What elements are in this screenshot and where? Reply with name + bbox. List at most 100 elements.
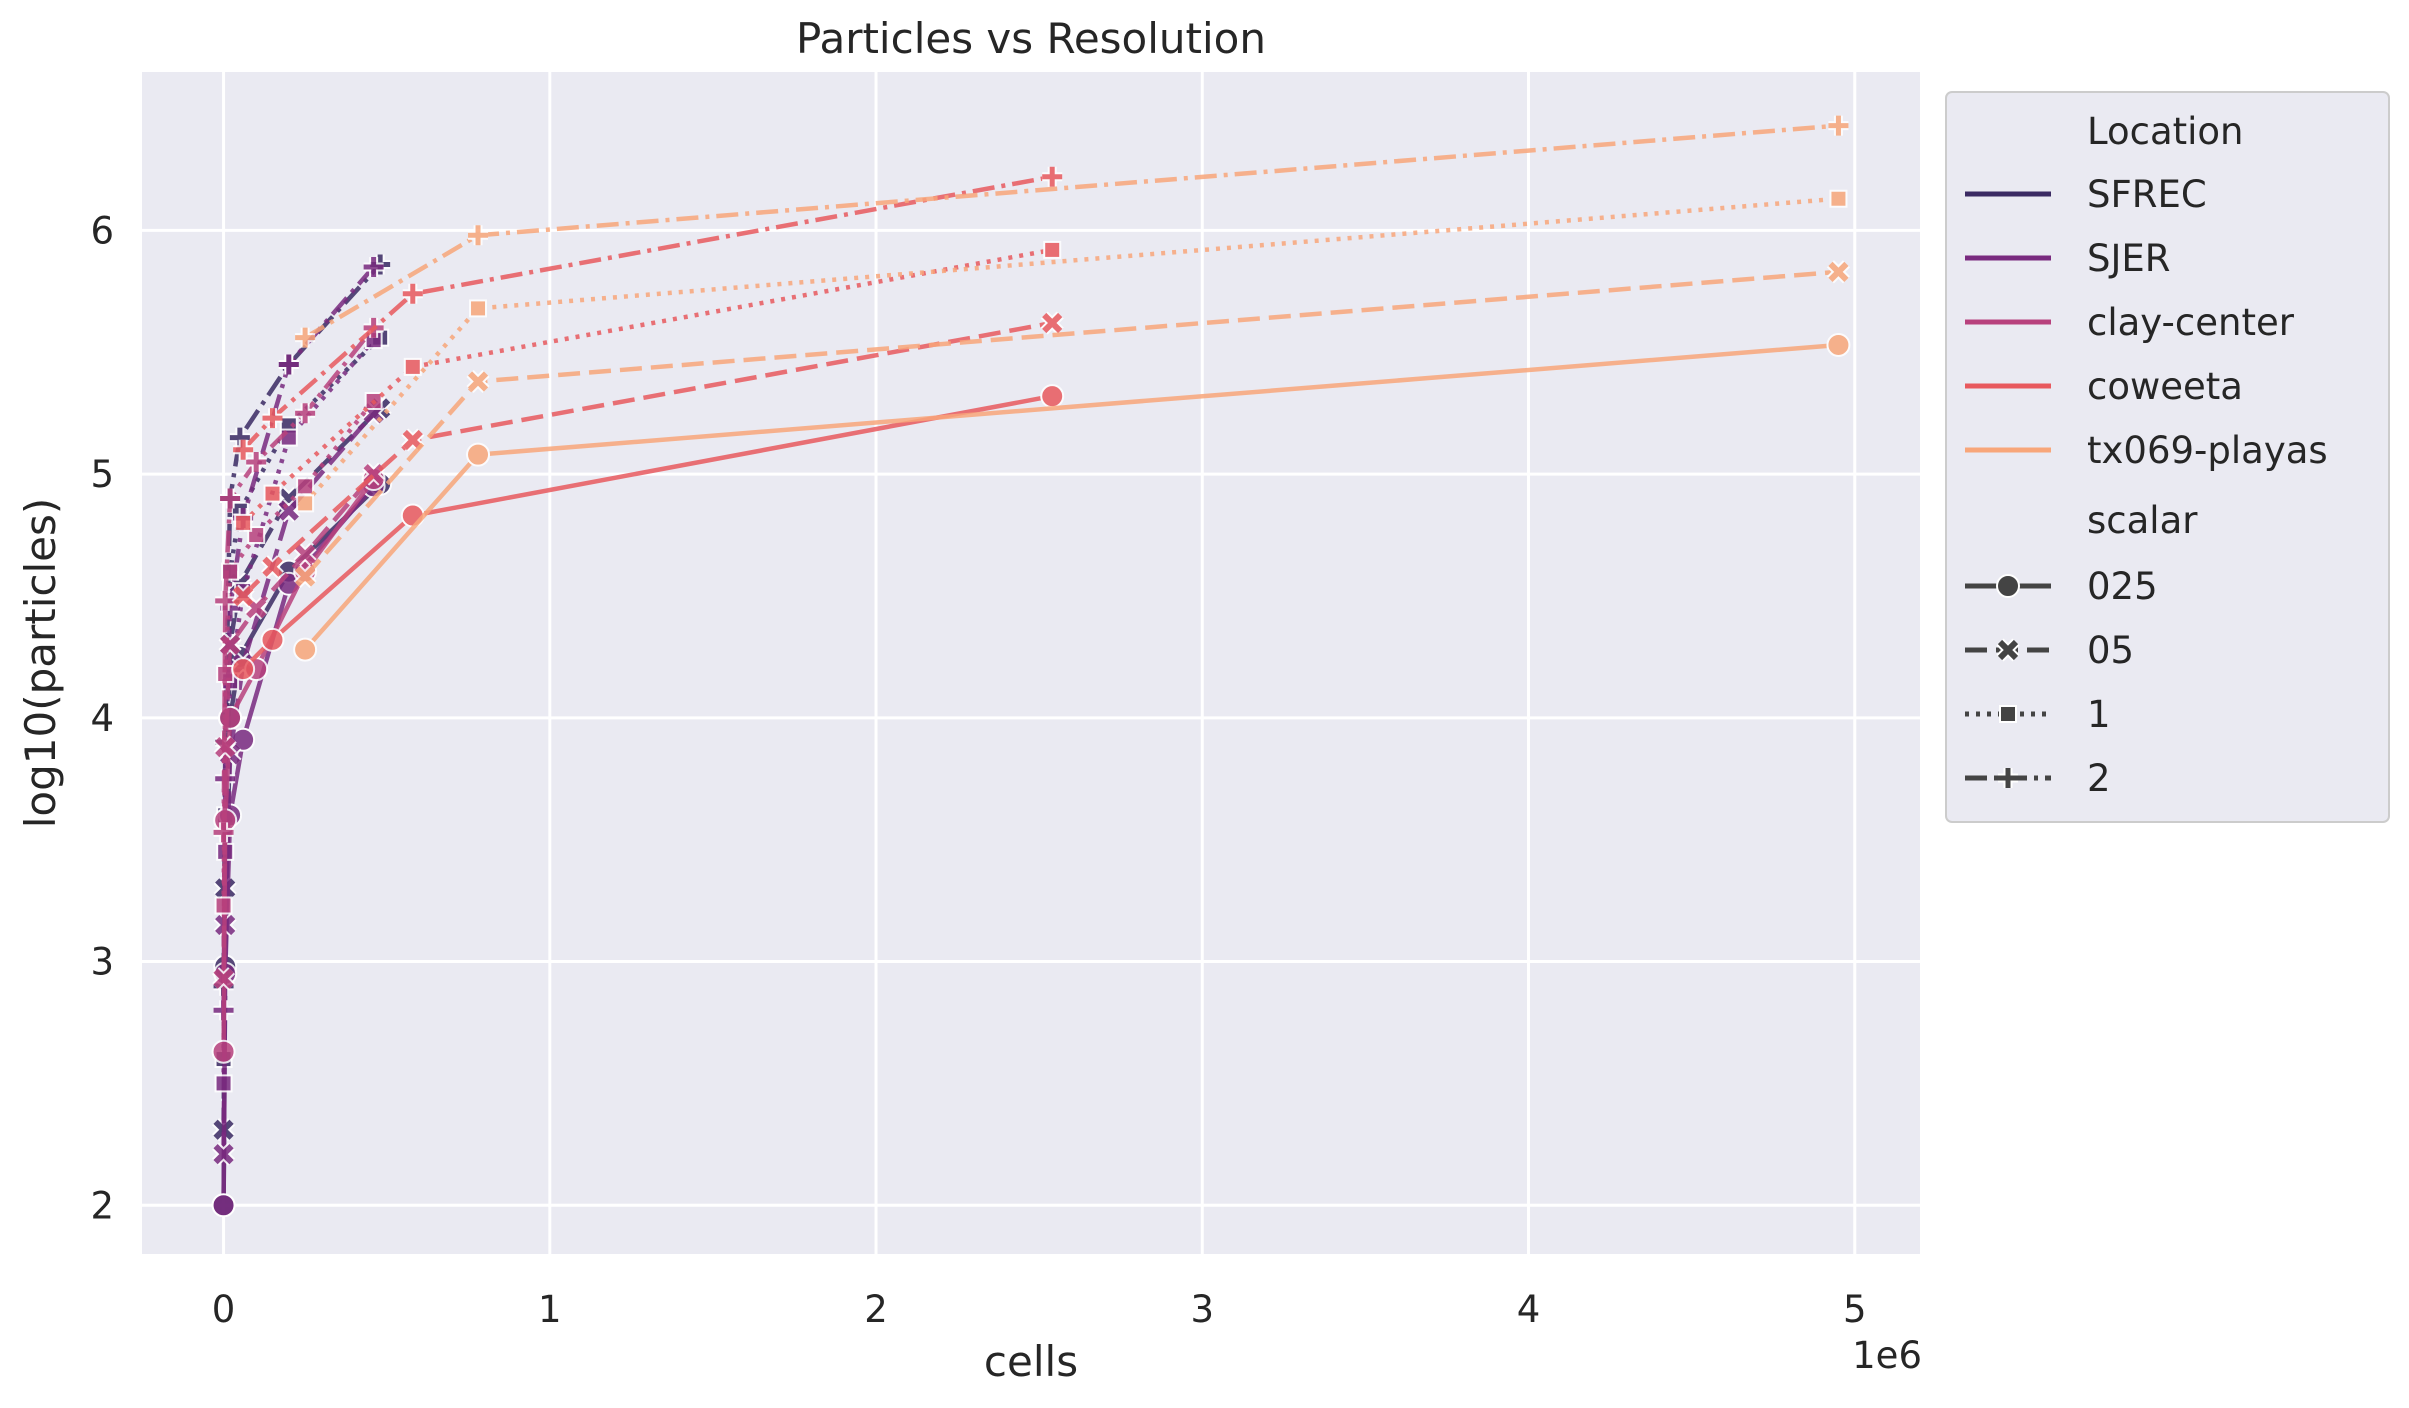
data-point xyxy=(1826,332,1851,357)
data-point xyxy=(293,637,318,662)
data-point xyxy=(220,488,241,509)
legend-entry-SJER: SJER xyxy=(1965,237,2171,280)
data-point xyxy=(1040,384,1065,409)
legend-scalar-entries: 025 05 1 2 xyxy=(1965,565,2158,800)
data-point xyxy=(293,543,317,567)
legend-location-entries: SFREC SJER clay-center coweeta tx069-playas xyxy=(1965,173,2328,472)
legend-label: coweeta xyxy=(2087,365,2243,408)
legend-entry-scalar-1: 1 xyxy=(1965,693,2111,736)
plot-background xyxy=(142,72,1920,1254)
data-point xyxy=(211,1193,236,1218)
x-tick-label: 5 xyxy=(1843,1288,1867,1331)
legend-entry-SFREC: SFREC xyxy=(1965,173,2207,216)
legend-label: SFREC xyxy=(2087,173,2207,216)
legend-box xyxy=(1945,91,2390,823)
data-point xyxy=(262,408,283,429)
data-point xyxy=(402,283,423,304)
data-point xyxy=(293,564,317,589)
data-point xyxy=(260,555,285,579)
x-axis-label: cells xyxy=(984,1337,1078,1386)
data-point xyxy=(469,299,488,318)
x-offset-label: 1e6 xyxy=(1852,1334,1922,1377)
series-line xyxy=(221,326,376,833)
y-tick-label: 6 xyxy=(90,209,114,252)
data-point xyxy=(278,354,299,375)
legend-label: 1 xyxy=(2087,693,2111,736)
data-point xyxy=(214,896,233,915)
legend-label: 05 xyxy=(2087,629,2134,672)
y-axis-label: log10(particles) xyxy=(16,498,65,829)
x-tick-label: 0 xyxy=(212,1288,236,1331)
series-line xyxy=(221,335,382,1060)
legend-hue-title: Location xyxy=(2087,110,2244,153)
chart-title: Particles vs Resolution xyxy=(796,14,1266,63)
data-point xyxy=(247,526,266,545)
series-tx069-playas-2 xyxy=(295,115,1849,348)
data-point xyxy=(212,967,236,991)
data-point xyxy=(1828,115,1849,136)
legend-entry-scalar-025: 025 xyxy=(1965,565,2158,608)
x-tick-label: 2 xyxy=(864,1288,888,1331)
legend-style-title: scalar xyxy=(2087,499,2198,542)
legend-marker xyxy=(1998,768,2018,788)
series-line xyxy=(241,174,1053,452)
legend-entry-clay-center: clay-center xyxy=(1965,301,2295,344)
legend-label: 2 xyxy=(2087,757,2111,800)
data-point xyxy=(213,822,234,843)
data-point xyxy=(260,627,285,652)
legend-entry-coweeta: coweeta xyxy=(1965,365,2243,408)
y-tick-label: 4 xyxy=(90,697,114,740)
data-point xyxy=(1042,166,1063,187)
series-tx069-playas-1 xyxy=(296,189,1848,513)
y-tick-label: 2 xyxy=(90,1184,114,1227)
data-point xyxy=(363,256,384,277)
data-point xyxy=(468,225,489,246)
data-point xyxy=(215,590,236,611)
x-tick-label: 1 xyxy=(538,1288,562,1331)
data-point xyxy=(403,357,422,376)
data-point xyxy=(263,484,282,503)
y-tick-label: 3 xyxy=(90,941,114,984)
data-point xyxy=(231,584,255,608)
data-point xyxy=(296,477,315,496)
data-point xyxy=(246,451,267,472)
tick-labels: 0 1 2 3 4 5 2 3 4 5 6 xyxy=(90,209,1866,1331)
series-line xyxy=(241,393,1053,671)
data-point xyxy=(466,369,490,394)
data-point xyxy=(295,327,316,348)
data-point xyxy=(466,442,491,467)
legend-entry-tx069-playas: tx069-playas xyxy=(1965,429,2328,472)
data-point xyxy=(211,1039,236,1064)
data-point xyxy=(233,439,254,460)
legend-entry-scalar-05: 05 xyxy=(1965,629,2134,672)
legend-label: SJER xyxy=(2087,237,2171,280)
legend-label: tx069-playas xyxy=(2087,429,2328,472)
legend: Location SFREC SJER clay-center coweeta tx06… xyxy=(1945,91,2390,823)
data-point xyxy=(214,1074,233,1093)
series-coweeta-2 xyxy=(233,166,1063,460)
series-tx069-playas-05 xyxy=(293,260,1850,589)
legend-entry-scalar-2: 2 xyxy=(1965,757,2111,800)
data-point xyxy=(1043,240,1062,259)
series-coweeta-05 xyxy=(231,311,1064,608)
series-tx069-playas-025 xyxy=(293,332,1851,662)
data-point xyxy=(1040,311,1064,335)
legend-marker xyxy=(1999,705,2017,723)
x-tick-label: 4 xyxy=(1517,1288,1541,1331)
data-point xyxy=(296,494,315,513)
legend-label: 025 xyxy=(2087,565,2158,608)
data-point xyxy=(231,657,256,682)
data-point xyxy=(401,428,425,452)
data-point xyxy=(400,503,425,528)
series-line xyxy=(241,320,1053,598)
x-tick-label: 3 xyxy=(1191,1288,1215,1331)
data-point xyxy=(1826,260,1850,284)
data-point xyxy=(295,403,316,424)
data-point xyxy=(212,1142,236,1166)
y-tick-label: 5 xyxy=(90,453,114,496)
legend-label: clay-center xyxy=(2087,301,2295,344)
legend-marker xyxy=(1996,574,2020,598)
series-coweeta-1 xyxy=(234,240,1062,532)
series-layer xyxy=(211,115,1851,1218)
